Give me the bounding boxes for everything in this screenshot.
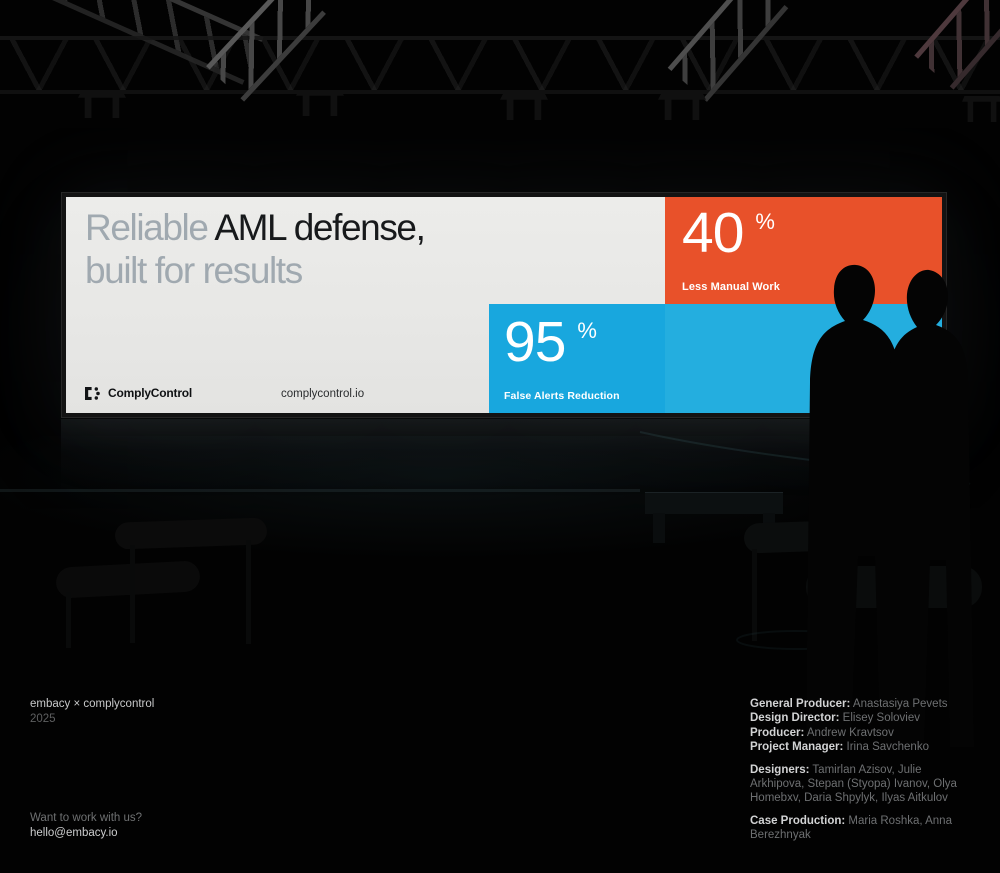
stat-value: 95	[504, 310, 566, 374]
stat-label: Less Manual Work	[682, 281, 780, 293]
stat-unit: %	[755, 209, 775, 234]
complycontrol-logo-icon	[85, 386, 100, 400]
project-title-block: embacy × complycontrol 2025	[30, 697, 154, 726]
contact-email-link[interactable]: hello@embacy.io	[30, 826, 118, 839]
credit-role-label: General Producer:	[750, 698, 851, 710]
stat-less-manual-work: 40 % Less Manual Work	[665, 197, 942, 304]
chair-leg	[246, 540, 251, 644]
credit-row: Design Director: Elisey Soloviev	[750, 711, 966, 725]
credit-names: Elisey Soloviev	[839, 712, 921, 725]
accent-panel-blue	[665, 304, 942, 413]
brand-website: complycontrol.io	[281, 388, 365, 400]
chair-silhouette	[114, 517, 268, 550]
brand-name: ComplyControl	[108, 386, 193, 400]
credit-group: Designers: Tamirlan Azisov, Julie Arkhip…	[750, 763, 966, 806]
ceiling-truss-rig	[0, 0, 1000, 140]
stat-value-row: 40 %	[682, 204, 775, 262]
billboard-headline: Reliable AML defense, built for results	[85, 206, 426, 292]
stat-label: False Alerts Reduction	[504, 390, 620, 402]
brand-lockup: ComplyControl	[85, 386, 192, 400]
stage-light-mount	[78, 92, 126, 118]
credit-row: General Producer: Anastasiya Pevets	[750, 697, 966, 711]
stat-value: 40	[682, 201, 744, 265]
chair-leg	[66, 592, 71, 648]
contact-block: Want to work with us? hello@embacy.io	[30, 811, 142, 840]
billboard-content: Reliable AML defense, built for results …	[66, 197, 942, 413]
credit-names: Anastasiya Pevets	[850, 698, 948, 710]
chair-silhouette	[743, 518, 897, 554]
contact-question: Want to work with us?	[30, 812, 143, 824]
stat-false-alerts-reduction: 95 % False Alerts Reduction	[489, 304, 665, 413]
headline-muted: Reliable	[85, 207, 209, 248]
stage-light-mount	[500, 94, 548, 120]
credit-names: Tamirlan Azisov, Julie Arkhipova, Stepan…	[750, 763, 957, 805]
truss-horizontal	[0, 36, 1000, 94]
project-title: embacy × complycontrol	[30, 698, 155, 710]
credit-names: Maria Roshka, Anna Berezhnyak	[750, 814, 952, 842]
stage-light-mount	[658, 94, 706, 120]
credit-role-label: Designers:	[750, 763, 810, 776]
screen-floor-reflection	[61, 419, 947, 491]
bench-top	[645, 492, 783, 514]
bench-leg	[653, 513, 665, 543]
credit-role-label: Case Production:	[750, 814, 846, 827]
stat-value-row: 95 %	[504, 313, 597, 371]
credit-row: Case Production: Maria Roshka, Anna Bere…	[750, 814, 966, 843]
credit-group: Case Production: Maria Roshka, Anna Bere…	[750, 814, 966, 843]
credit-row: Producer: Andrew Kravtsov	[750, 726, 966, 740]
stage-light-mount	[962, 96, 1000, 122]
credits-block: General Producer: Anastasiya Pevets Desi…	[750, 697, 966, 851]
project-year: 2025	[30, 712, 56, 725]
chair-leg	[752, 549, 757, 641]
credit-names: Irina Savchenko	[843, 741, 929, 754]
headline-strong: AML defense,	[207, 207, 426, 248]
billboard-screen: Reliable AML defense, built for results …	[61, 192, 947, 418]
credit-role-label: Design Director:	[750, 712, 840, 725]
headline-line2: built for results	[85, 250, 303, 291]
chair-leg	[130, 545, 135, 643]
credit-group: General Producer: Anastasiya Pevets Desi…	[750, 697, 966, 755]
credit-row: Designers: Tamirlan Azisov, Julie Arkhip…	[750, 763, 966, 806]
credit-row: Project Manager: Irina Savchenko	[750, 740, 966, 754]
stage-light-mount	[296, 90, 344, 116]
stage-edge-highlight	[0, 489, 640, 492]
credit-names: Andrew Kravtsov	[804, 726, 894, 739]
credit-role-label: Producer:	[750, 726, 805, 739]
credit-role-label: Project Manager:	[750, 741, 844, 754]
chair-silhouette	[806, 566, 982, 608]
stat-unit: %	[577, 318, 597, 343]
